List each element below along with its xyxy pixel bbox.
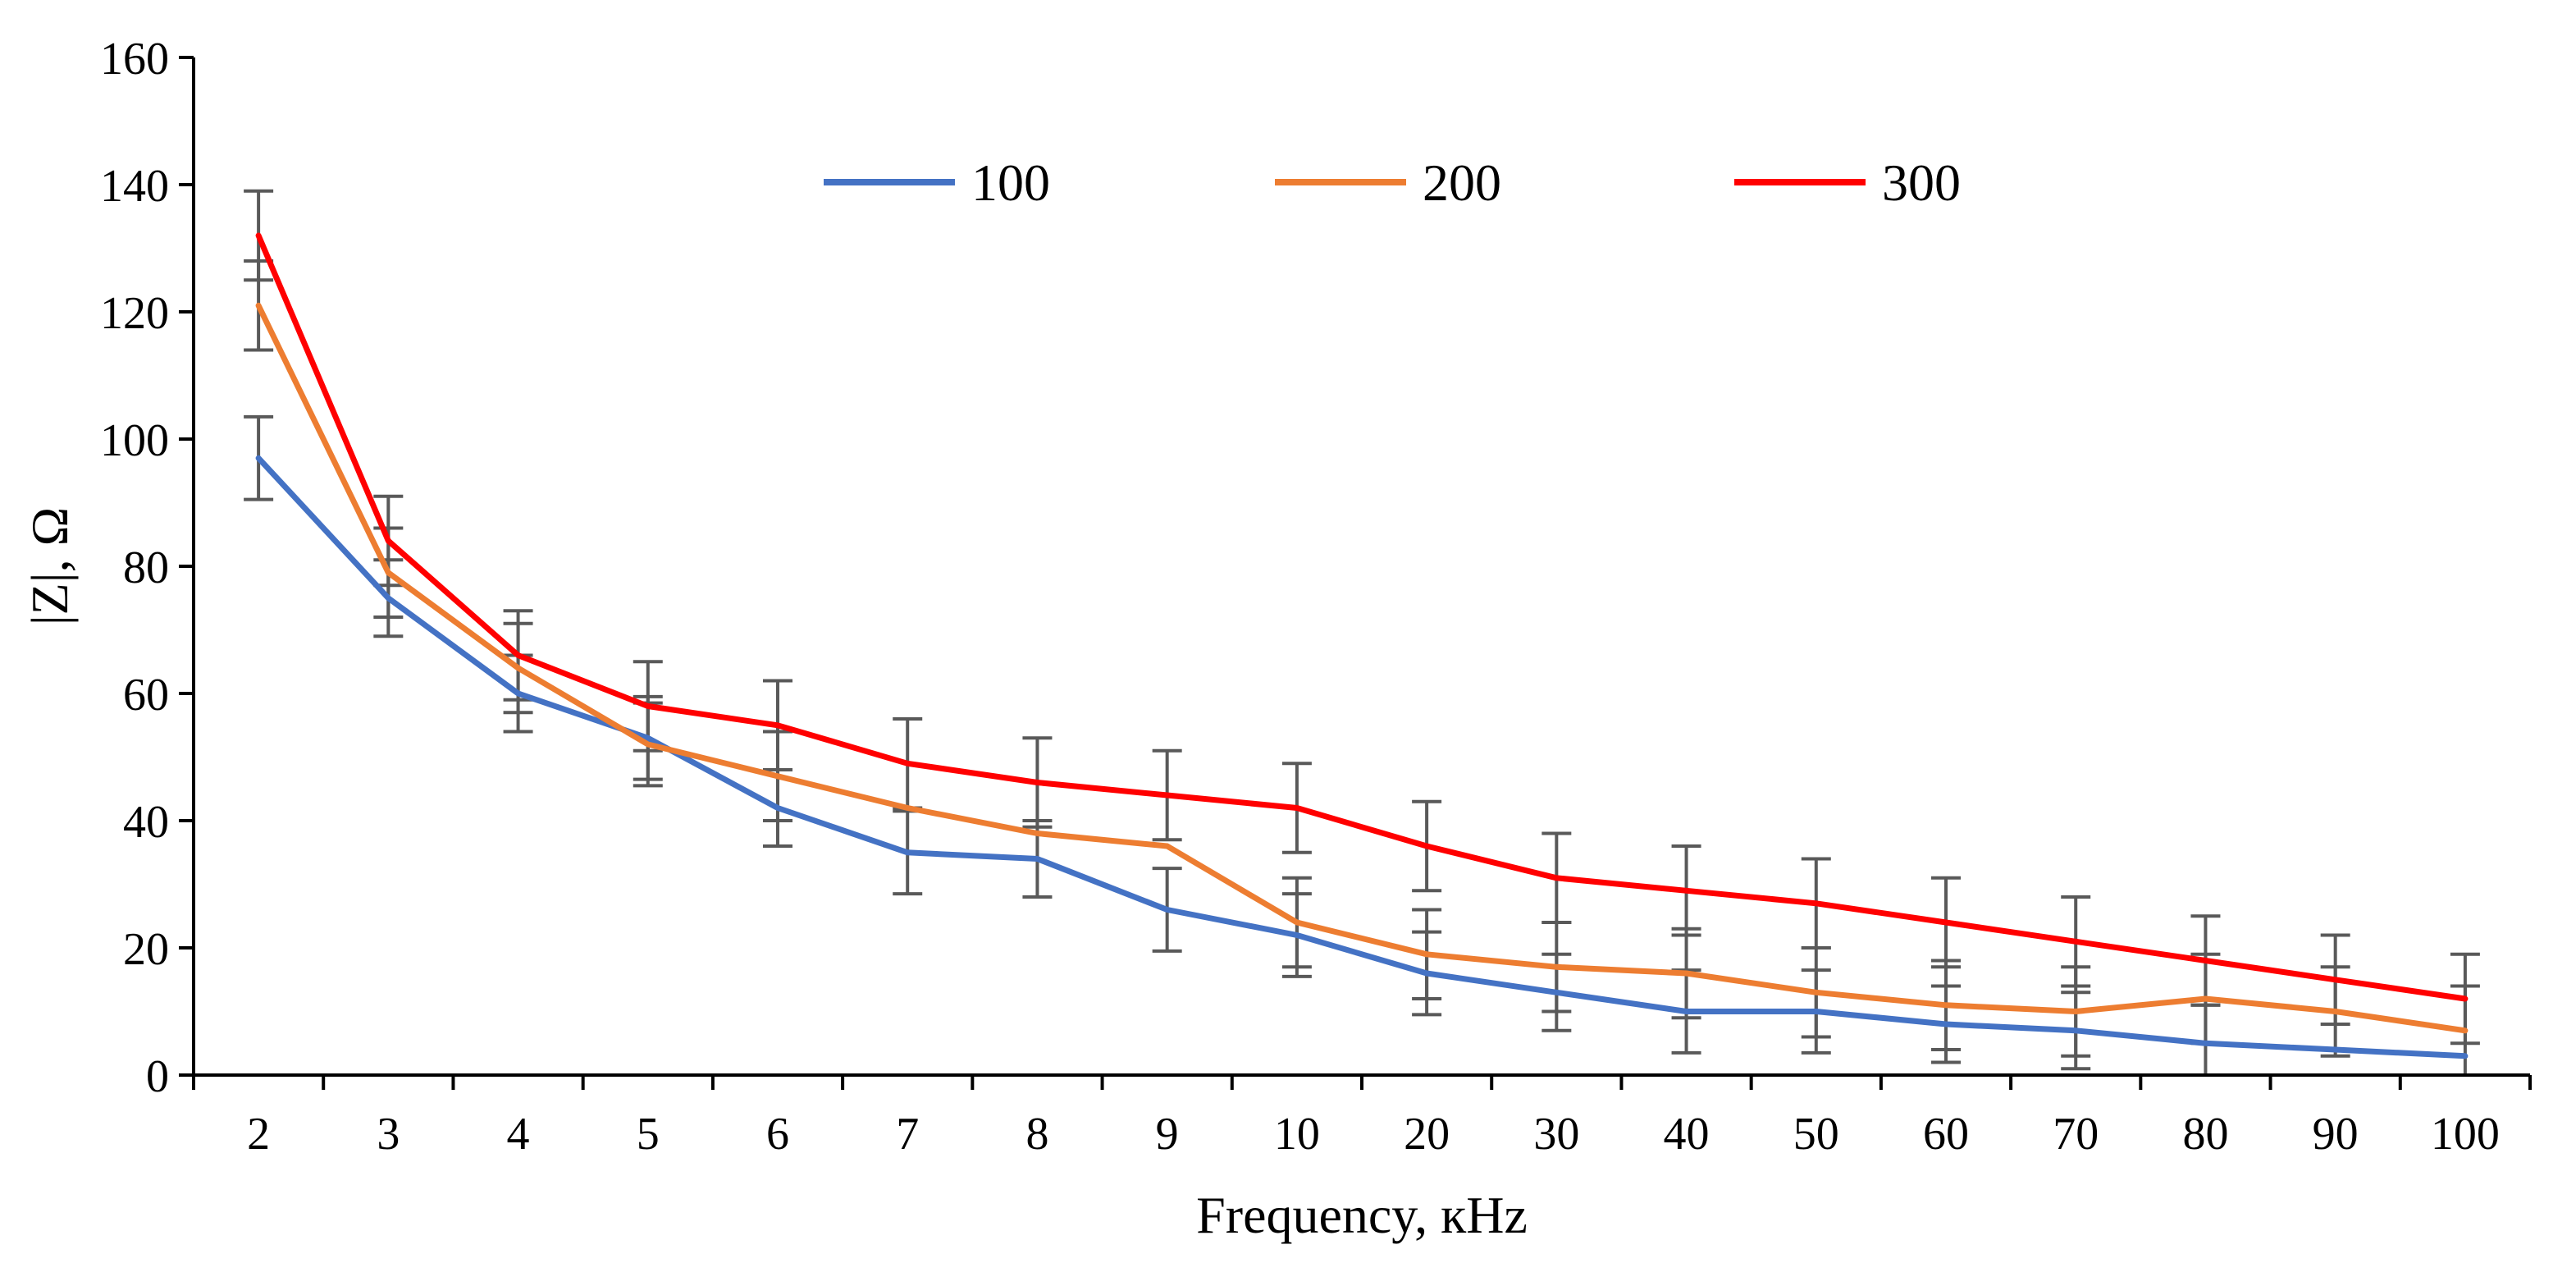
y-tick-label: 120 xyxy=(100,288,169,339)
y-tick-label: 100 xyxy=(100,415,169,466)
y-tick-label: 160 xyxy=(100,34,169,85)
legend-entry-100: 100 xyxy=(824,153,1050,212)
y-tick-label: 140 xyxy=(100,161,169,212)
legend-label: 200 xyxy=(1423,153,1501,212)
x-axis-title: Frequency, кHz xyxy=(1196,1186,1528,1244)
x-tick-label: 10 xyxy=(1274,1109,1320,1160)
series-line-200 xyxy=(255,302,2469,1034)
x-tick-label: 40 xyxy=(1664,1109,1710,1160)
x-tick-label: 5 xyxy=(637,1109,660,1160)
x-tick-label: 50 xyxy=(1793,1109,1839,1160)
series-lines-layer xyxy=(255,232,2469,1059)
y-ticks-layer: 0 20 40 60 80 100 120 140 160 xyxy=(100,34,194,1102)
x-ticks-layer: 2 3 4 5 6 7 8 9 10 20 30 40 50 60 70 80 90 100 xyxy=(192,1075,2532,1160)
x-tick-label: 6 xyxy=(766,1109,789,1160)
y-tick-label: 40 xyxy=(123,797,169,848)
x-tick-label: 3 xyxy=(377,1109,400,1160)
x-tick-label: 60 xyxy=(1923,1109,1969,1160)
axes-layer xyxy=(192,57,2530,1077)
y-tick-label: 0 xyxy=(146,1051,169,1102)
x-tick-label: 30 xyxy=(1533,1109,1579,1160)
x-tick-label: 4 xyxy=(507,1109,530,1160)
legend-label: 100 xyxy=(971,153,1050,212)
y-tick-label: 60 xyxy=(123,670,169,721)
y-axis-title: |Z|, Ω xyxy=(21,507,79,625)
x-tick-label: 100 xyxy=(2431,1109,2500,1160)
series-line-300 xyxy=(255,232,2469,1002)
x-tick-label: 8 xyxy=(1025,1109,1048,1160)
x-tick-label: 9 xyxy=(1156,1109,1179,1160)
y-tick-label: 80 xyxy=(123,542,169,593)
x-tick-label: 70 xyxy=(2053,1109,2099,1160)
series-line-100 xyxy=(255,455,2469,1059)
legend-entry-300: 300 xyxy=(1734,153,1961,212)
legend-label: 300 xyxy=(1882,153,1961,212)
legend-entry-200: 200 xyxy=(1275,153,1501,212)
x-tick-label: 7 xyxy=(896,1109,919,1160)
legend: 100 200 300 xyxy=(824,153,1961,212)
y-tick-label: 20 xyxy=(123,924,169,975)
x-tick-label: 80 xyxy=(2182,1109,2228,1160)
x-tick-label: 90 xyxy=(2313,1109,2359,1160)
error-bars-layer xyxy=(244,189,2480,1077)
x-tick-label: 20 xyxy=(1404,1109,1450,1160)
x-tick-label: 2 xyxy=(247,1109,270,1160)
